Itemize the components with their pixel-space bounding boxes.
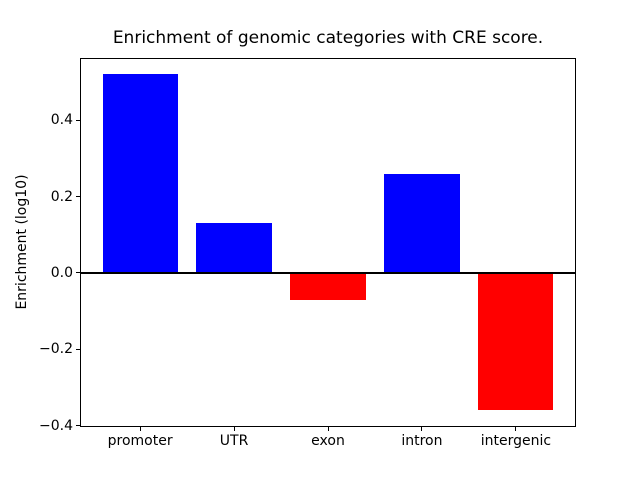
bar-exon [290, 272, 366, 300]
zero-line [80, 271, 576, 274]
y-tick-0.2 [76, 196, 80, 198]
y-tick-0.0 [76, 272, 80, 274]
x-tick-label-UTR: UTR [219, 433, 249, 450]
chart-title: Enrichment of genomic categories with CR… [112, 28, 544, 48]
x-tick-exon [327, 427, 329, 432]
y-tick-−0.2 [76, 348, 80, 350]
y-tick-label-0.2: 0.2 [50, 188, 73, 205]
x-tick-label-exon: exon [311, 433, 345, 450]
y-tick-0.4 [76, 119, 80, 121]
bar-promoter [102, 74, 178, 273]
plot-area [80, 57, 576, 428]
x-tick-intergenic [515, 427, 517, 432]
x-tick-UTR [233, 427, 235, 432]
y-tick-label-−0.4: −0.4 [39, 417, 73, 434]
bar-intergenic [478, 272, 554, 411]
x-tick-label-intron: intron [401, 433, 443, 450]
x-tick-label-promoter: promoter [107, 433, 173, 450]
y-tick-label-0.4: 0.4 [50, 112, 73, 129]
bar-intron [384, 173, 460, 273]
y-tick-−0.4 [76, 425, 80, 427]
x-tick-intron [421, 427, 423, 432]
bar-UTR [196, 223, 272, 273]
x-tick-label-intergenic: intergenic [480, 433, 552, 450]
x-tick-promoter [139, 427, 141, 432]
y-tick-label-−0.2: −0.2 [39, 341, 73, 358]
y-tick-label-0.0: 0.0 [50, 264, 73, 281]
